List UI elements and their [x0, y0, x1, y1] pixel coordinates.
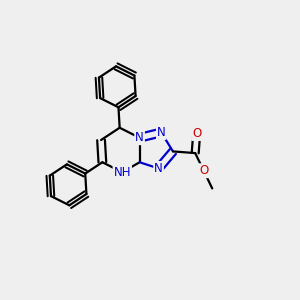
Text: NH: NH — [113, 166, 131, 179]
Text: N: N — [135, 131, 144, 144]
Text: N: N — [157, 126, 166, 139]
Text: O: O — [199, 164, 208, 177]
Text: N: N — [154, 162, 163, 175]
Text: O: O — [192, 127, 201, 140]
